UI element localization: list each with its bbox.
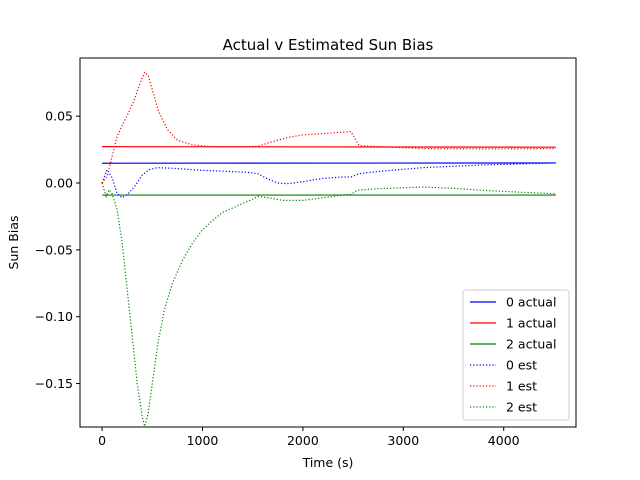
x-tick-label: 1000 <box>187 433 219 448</box>
x-tick-label: 2000 <box>287 433 319 448</box>
legend-label: 1 actual <box>506 316 556 331</box>
x-tick-label: 4000 <box>488 433 520 448</box>
y-axis: 0.05 0.00 −0.05 −0.10 −0.15 <box>35 109 80 391</box>
x-tick-label: 3000 <box>387 433 419 448</box>
x-axis-label: Time (s) <box>302 455 354 470</box>
y-tick-label: 0.05 <box>45 109 73 124</box>
legend-label: 0 actual <box>506 295 556 310</box>
chart-title: Actual v Estimated Sun Bias <box>223 36 434 54</box>
series-layer <box>101 70 556 427</box>
series-line-2-est <box>101 182 556 427</box>
legend-label: 1 est <box>506 379 537 394</box>
plot-frame <box>79 57 577 428</box>
legend: 0 actual 1 actual 2 actual 0 est 1 est 2 est <box>462 289 570 421</box>
y-axis-label: Sun Bias <box>6 216 21 270</box>
legend-label: 2 est <box>506 400 537 415</box>
legend-label: 2 actual <box>506 337 556 352</box>
x-axis: 0 1000 2000 3000 4000 <box>98 427 520 448</box>
y-tick-label: −0.05 <box>35 242 73 257</box>
y-tick-label: 0.00 <box>45 176 73 191</box>
legend-label: 0 est <box>506 358 537 373</box>
y-tick-label: −0.15 <box>35 376 73 391</box>
x-tick-label: 0 <box>98 433 106 448</box>
y-tick-label: −0.10 <box>35 309 73 324</box>
series-line-1-actual <box>102 146 556 148</box>
